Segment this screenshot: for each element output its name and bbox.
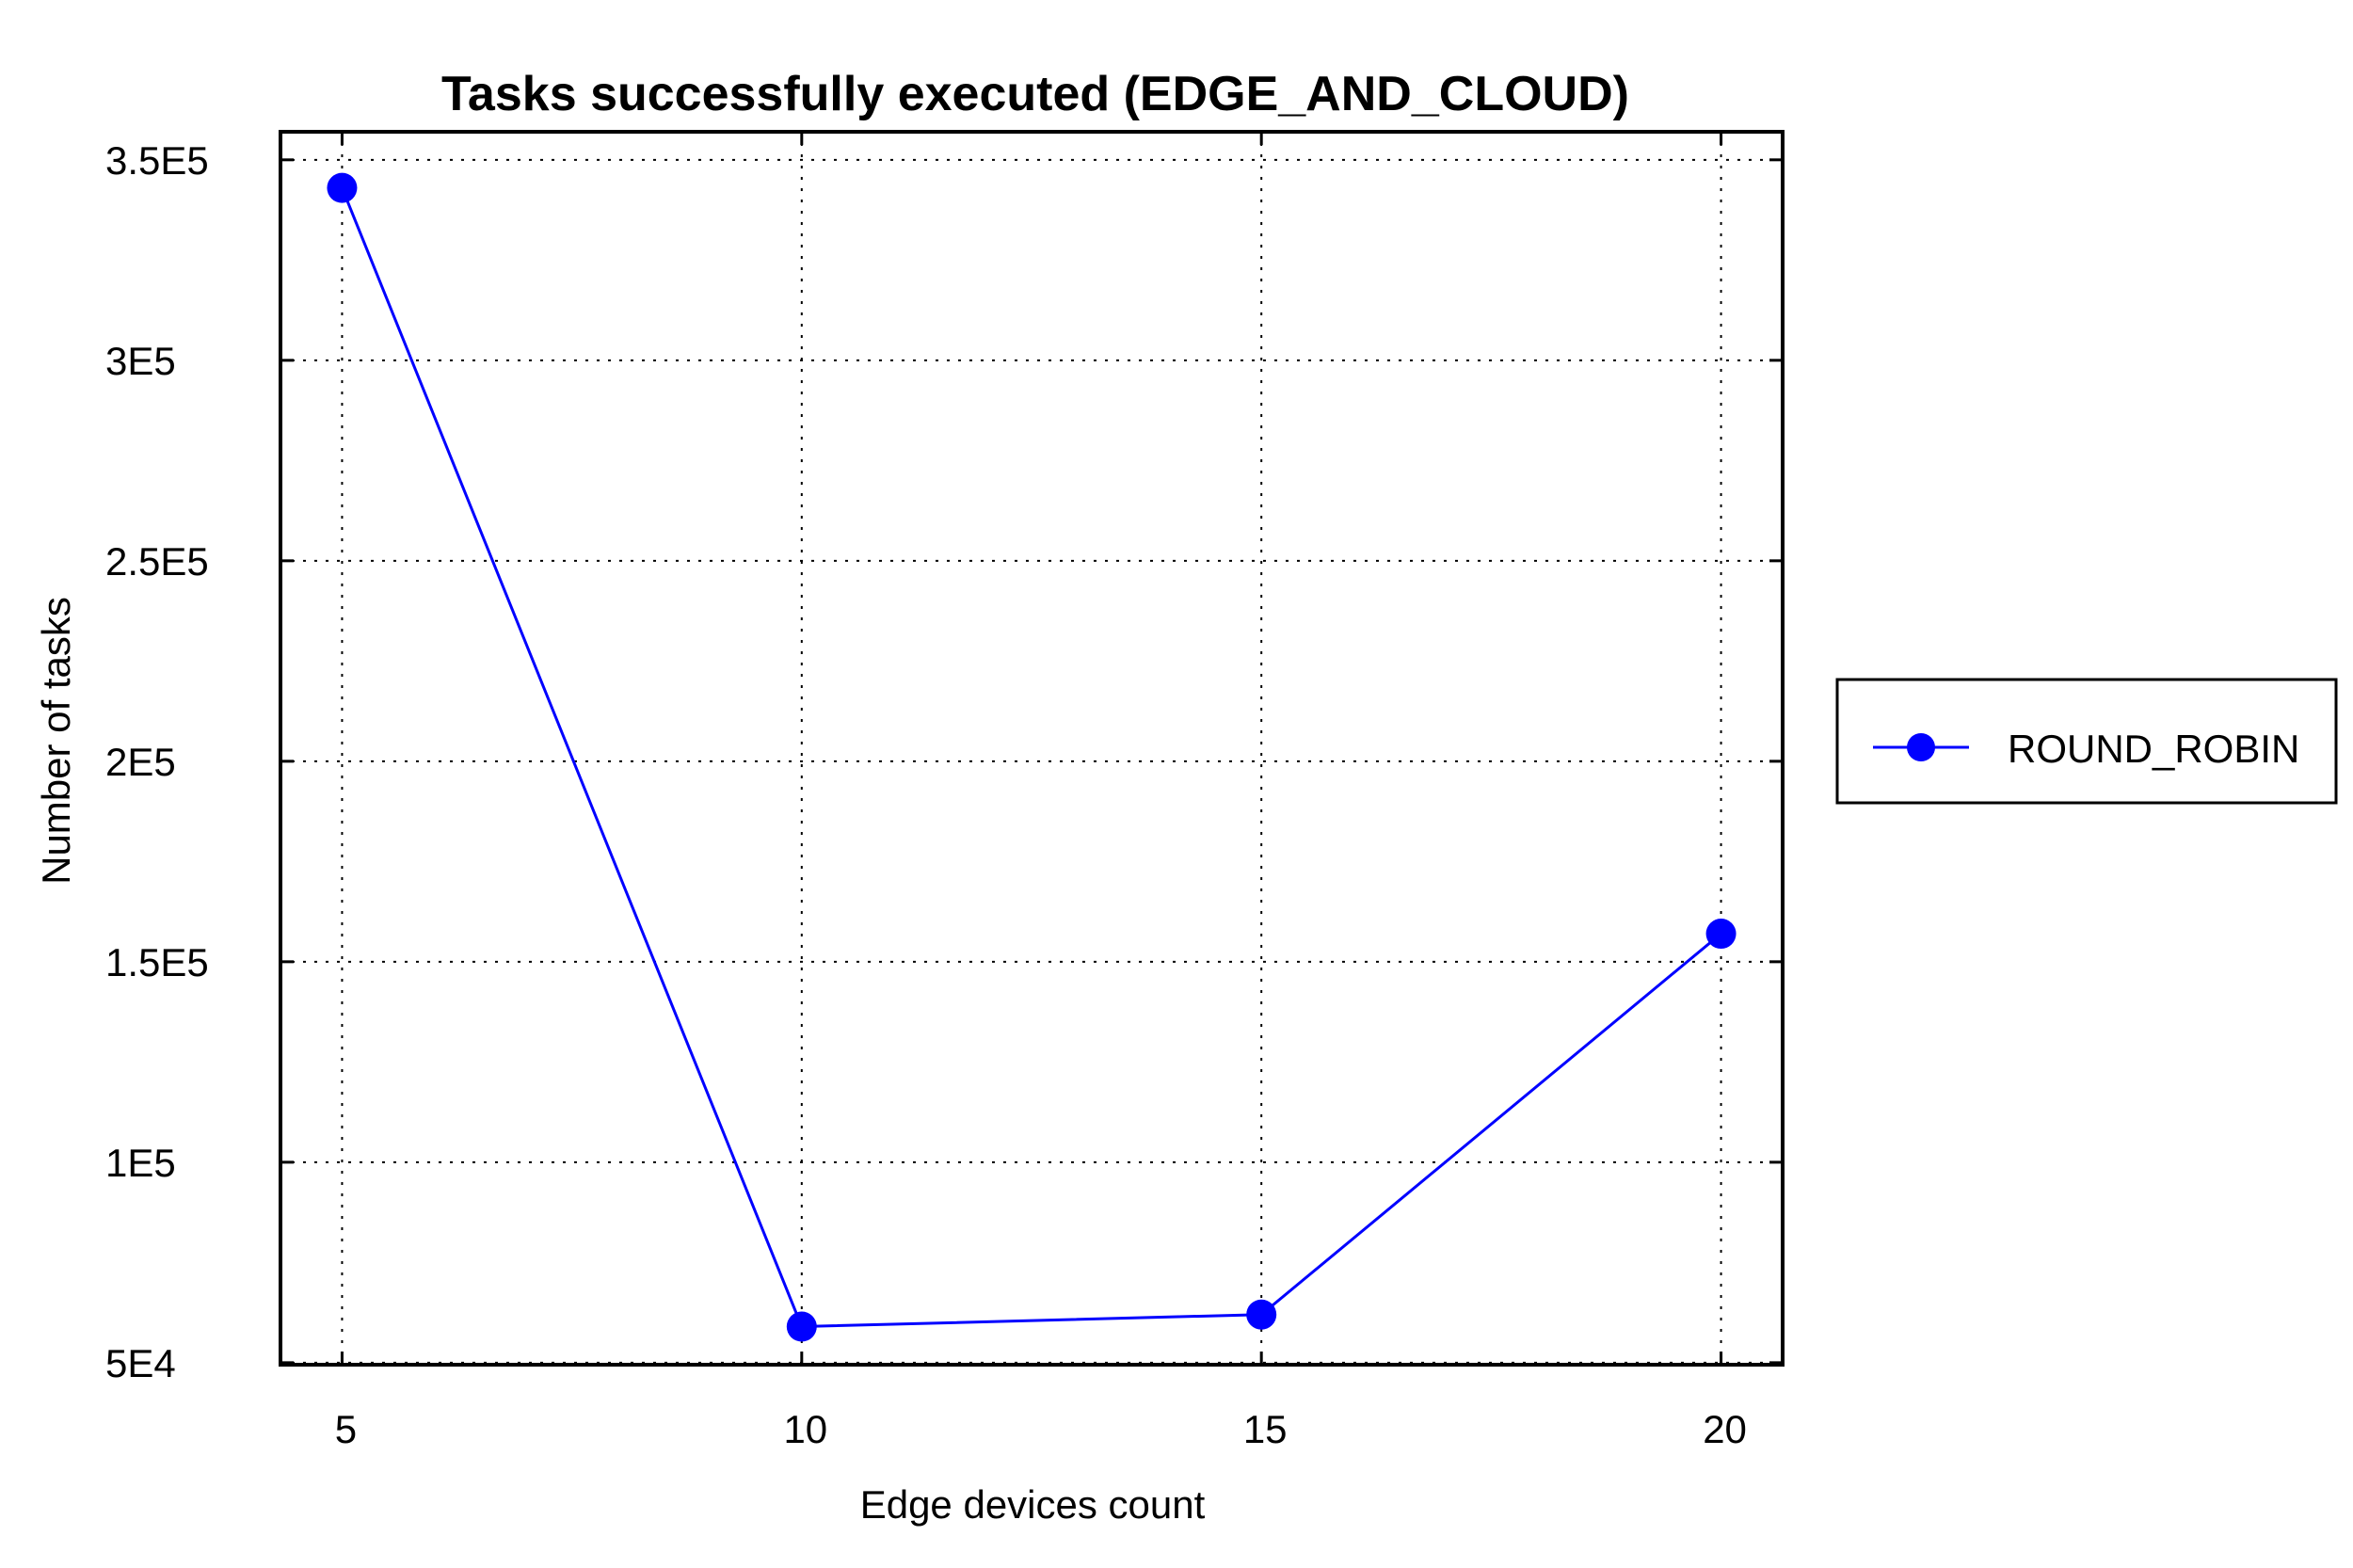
y-tick-label: 5E4 (105, 1341, 176, 1385)
legend: ROUND_ROBIN (1835, 678, 2338, 805)
chart-title: Tasks successfully executed (EDGE_AND_CL… (441, 67, 1629, 121)
y-tick-label: 2.5E5 (105, 539, 209, 584)
x-tick-label: 10 (783, 1407, 827, 1451)
x-tick-label: 20 (1703, 1407, 1747, 1451)
x-tick-label: 15 (1243, 1407, 1288, 1451)
y-tick-label: 2E5 (105, 740, 176, 784)
x-axis-tick-labels: 5 10 15 20 (335, 1407, 1747, 1451)
y-tick-label: 3.5E5 (105, 138, 209, 183)
axis-ticks (280, 132, 1783, 1365)
plot-frame (279, 130, 1785, 1367)
data-point (786, 1311, 817, 1342)
series-round-robin (327, 172, 1737, 1342)
x-axis-label: Edge devices count (860, 1482, 1206, 1527)
x-tick-label: 5 (335, 1407, 357, 1451)
series-line (341, 187, 1722, 1329)
data-point (327, 172, 358, 203)
data-point (1246, 1299, 1277, 1330)
y-axis-tick-labels: 5E4 1E5 1.5E5 2E5 2.5E5 3E5 3.5E5 (105, 138, 209, 1385)
grid (280, 132, 1783, 1365)
y-tick-label: 3E5 (105, 339, 176, 383)
data-point (1705, 919, 1737, 950)
legend-series-marker (1907, 733, 1935, 761)
y-axis-label: Number of tasks (34, 597, 78, 885)
legend-series-label: ROUND_ROBIN (2008, 727, 2299, 771)
y-tick-label: 1E5 (105, 1141, 176, 1185)
y-tick-label: 1.5E5 (105, 940, 209, 984)
